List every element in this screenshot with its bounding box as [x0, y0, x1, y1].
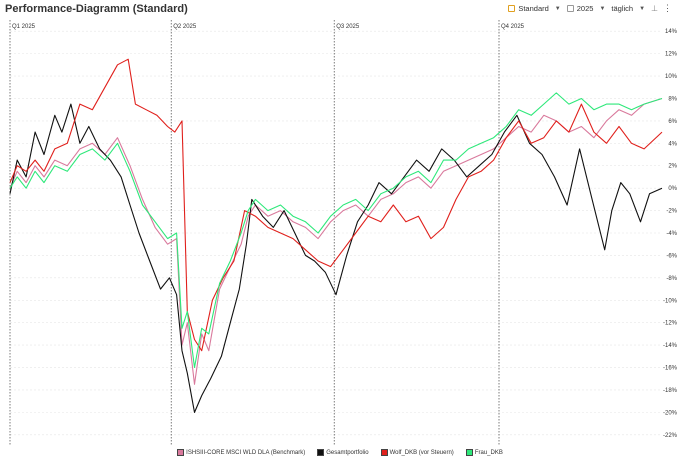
y-tick-label: -16% [663, 366, 678, 372]
y-tick-label: 12% [665, 52, 678, 58]
chevron-down-icon: ▼ [599, 5, 606, 12]
legend-swatch [465, 449, 473, 456]
x-tick-label: Q2 2025 [173, 24, 197, 30]
series-line-3 [9, 58, 663, 352]
more-vertical-icon[interactable]: ⋮ [663, 3, 672, 13]
y-tick-label: 14% [665, 29, 678, 35]
y-tick-label: 0% [668, 186, 677, 192]
y-tick-label: -12% [663, 321, 678, 327]
x-tick-label: Q4 2025 [501, 24, 525, 30]
y-tick-label: -10% [663, 298, 678, 304]
y-tick-label: 10% [665, 74, 678, 80]
page-title: Performance-Diagramm (Standard) [5, 3, 188, 15]
y-tick-label: -2% [666, 209, 677, 215]
legend-swatch [380, 449, 388, 456]
legend-label: ISHSIII-CORE MSCI WLD DLA (Benchmark) [186, 449, 306, 456]
chart-legend: ISHSIII-CORE MSCI WLD DLA (Benchmark) Ges… [0, 449, 680, 456]
y-tick-label: 6% [668, 119, 677, 125]
interval-select[interactable]: täglich ▼ [611, 4, 645, 13]
x-tick-label: Q1 2025 [12, 24, 36, 30]
calendar-icon [566, 5, 574, 12]
series-line-4 [9, 92, 663, 369]
y-tick-label: 2% [668, 164, 677, 170]
legend-item[interactable]: Wolf_DKB (vor Steuern) [380, 449, 454, 456]
legend-item[interactable]: ISHSIII-CORE MSCI WLD DLA (Benchmark) [177, 449, 305, 456]
legend-item[interactable]: Gesamtportfolio [317, 449, 369, 456]
y-tick-label: 4% [668, 141, 677, 147]
pin-icon[interactable]: ⊥ [651, 4, 658, 13]
y-tick-label: -8% [666, 276, 677, 282]
series-line-1 [9, 97, 663, 385]
year-select-label: 2025 [576, 4, 594, 13]
chart-toolbar: Standard ▼ 2025 ▼ täglich ▼ ⊥ ⋮ [502, 3, 672, 14]
legend-label: Wolf_DKB (vor Steuern) [389, 449, 454, 456]
legend-swatch [317, 449, 325, 456]
chevron-down-icon: ▼ [639, 5, 646, 12]
year-select[interactable]: 2025 ▼ [566, 4, 606, 13]
y-tick-label: 8% [668, 96, 677, 102]
x-tick-label: Q3 2025 [336, 24, 360, 30]
chart-header: Performance-Diagramm (Standard) Standard… [0, 0, 680, 16]
legend-label: Gesamtportfolio [326, 449, 369, 456]
y-tick-label: -4% [666, 231, 677, 237]
legend-label: Frau_DKB [474, 449, 503, 456]
view-select-label: Standard [518, 4, 549, 13]
y-tick-label: -6% [666, 253, 677, 259]
y-tick-label: -14% [663, 343, 678, 349]
legend-item[interactable]: Frau_DKB [465, 449, 503, 456]
interval-select-label: täglich [611, 4, 634, 13]
series-line-2 [9, 103, 663, 413]
chevron-down-icon: ▼ [554, 5, 561, 12]
y-tick-label: -20% [663, 410, 678, 416]
view-select[interactable]: Standard ▼ [508, 4, 561, 13]
y-tick-label: -22% [663, 433, 678, 439]
legend-swatch [177, 449, 185, 456]
y-tick-label: -18% [663, 388, 678, 394]
calendar-icon [508, 5, 516, 12]
